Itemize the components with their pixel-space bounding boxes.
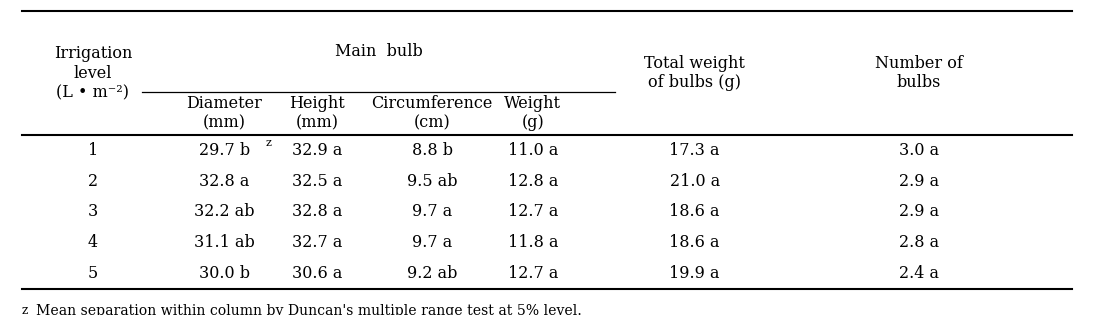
Text: 32.8 a: 32.8 a <box>199 173 249 190</box>
Text: 18.6 a: 18.6 a <box>670 203 720 220</box>
Text: Height
(mm): Height (mm) <box>290 95 345 131</box>
Text: Diameter
(mm): Diameter (mm) <box>186 95 263 131</box>
Text: 4: 4 <box>88 234 98 251</box>
Text: 17.3 a: 17.3 a <box>670 142 720 158</box>
Text: 32.5 a: 32.5 a <box>292 173 342 190</box>
Text: 32.2 ab: 32.2 ab <box>194 203 255 220</box>
Text: 29.7 b: 29.7 b <box>199 142 249 158</box>
Text: 12.8 a: 12.8 a <box>508 173 558 190</box>
Text: Circumference
(cm): Circumference (cm) <box>372 95 492 131</box>
Text: 9.2 ab: 9.2 ab <box>407 265 457 282</box>
Text: 32.8 a: 32.8 a <box>292 203 342 220</box>
Text: z: z <box>22 304 28 315</box>
Text: 32.7 a: 32.7 a <box>292 234 342 251</box>
Text: 18.6 a: 18.6 a <box>670 234 720 251</box>
Text: z: z <box>266 138 271 148</box>
Text: 2.9 a: 2.9 a <box>899 203 939 220</box>
Text: 19.9 a: 19.9 a <box>670 265 720 282</box>
Text: 30.6 a: 30.6 a <box>292 265 342 282</box>
Text: 3: 3 <box>88 203 98 220</box>
Text: 11.0 a: 11.0 a <box>508 142 558 158</box>
Text: 9.5 ab: 9.5 ab <box>407 173 457 190</box>
Text: Total weight
of bulbs (g): Total weight of bulbs (g) <box>644 55 745 91</box>
Text: 30.0 b: 30.0 b <box>199 265 249 282</box>
Text: Weight
(g): Weight (g) <box>504 95 561 131</box>
Text: 31.1 ab: 31.1 ab <box>194 234 255 251</box>
Text: 9.7 a: 9.7 a <box>412 234 452 251</box>
Text: 2.4 a: 2.4 a <box>899 265 939 282</box>
Text: 2.8 a: 2.8 a <box>899 234 939 251</box>
Text: Main  bulb: Main bulb <box>335 43 422 60</box>
Text: 21.0 a: 21.0 a <box>670 173 720 190</box>
Text: 9.7 a: 9.7 a <box>412 203 452 220</box>
Text: Number of
bulbs: Number of bulbs <box>875 55 963 91</box>
Text: 1: 1 <box>88 142 98 158</box>
Text: Mean separation within column by Duncan's multiple range test at 5% level.: Mean separation within column by Duncan'… <box>36 304 582 315</box>
Text: 11.8 a: 11.8 a <box>508 234 558 251</box>
Text: 8.8 b: 8.8 b <box>411 142 453 158</box>
Text: 5: 5 <box>88 265 98 282</box>
Text: 2.9 a: 2.9 a <box>899 173 939 190</box>
Text: Irrigation
level
(L • m⁻²): Irrigation level (L • m⁻²) <box>54 45 132 101</box>
Text: 32.9 a: 32.9 a <box>292 142 342 158</box>
Text: 3.0 a: 3.0 a <box>899 142 939 158</box>
Text: 12.7 a: 12.7 a <box>508 203 558 220</box>
Text: 2: 2 <box>88 173 98 190</box>
Text: 12.7 a: 12.7 a <box>508 265 558 282</box>
